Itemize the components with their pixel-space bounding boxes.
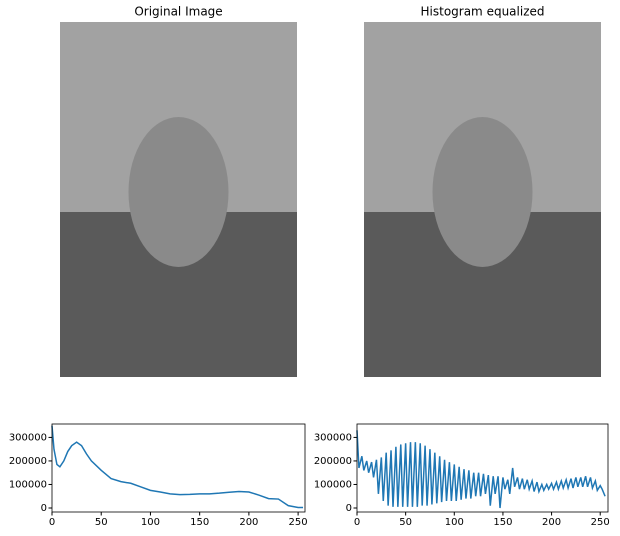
y-tick-label: 0 xyxy=(346,503,352,514)
x-tick-label: 100 xyxy=(141,517,160,528)
y-tick-label: 300000 xyxy=(9,432,47,443)
y-tick-label: 100000 xyxy=(9,479,47,490)
image-face xyxy=(432,117,533,267)
axes-frame xyxy=(356,423,609,513)
line xyxy=(356,430,606,509)
x-tick-label: 150 xyxy=(493,517,512,528)
axes-frame xyxy=(51,423,306,513)
image-title: Histogram equalized xyxy=(421,5,545,19)
line xyxy=(51,425,304,509)
x-tick-label: 0 xyxy=(354,517,360,528)
y-tick-label: 300000 xyxy=(314,432,352,443)
y-tick-label: 100000 xyxy=(314,479,352,490)
x-tick-label: 100 xyxy=(445,517,464,528)
image-title: Original Image xyxy=(134,5,222,19)
x-tick-label: 0 xyxy=(49,517,55,528)
image-face xyxy=(128,117,229,267)
x-tick-label: 250 xyxy=(289,517,308,528)
y-tick-label: 200000 xyxy=(9,456,47,467)
y-tick-label: 200000 xyxy=(314,456,352,467)
x-tick-label: 250 xyxy=(591,517,610,528)
x-tick-label: 200 xyxy=(542,517,561,528)
x-tick-label: 150 xyxy=(190,517,209,528)
y-tick-label: 0 xyxy=(41,503,47,514)
x-tick-label: 200 xyxy=(239,517,258,528)
x-tick-label: 50 xyxy=(95,517,108,528)
x-tick-label: 50 xyxy=(399,517,412,528)
